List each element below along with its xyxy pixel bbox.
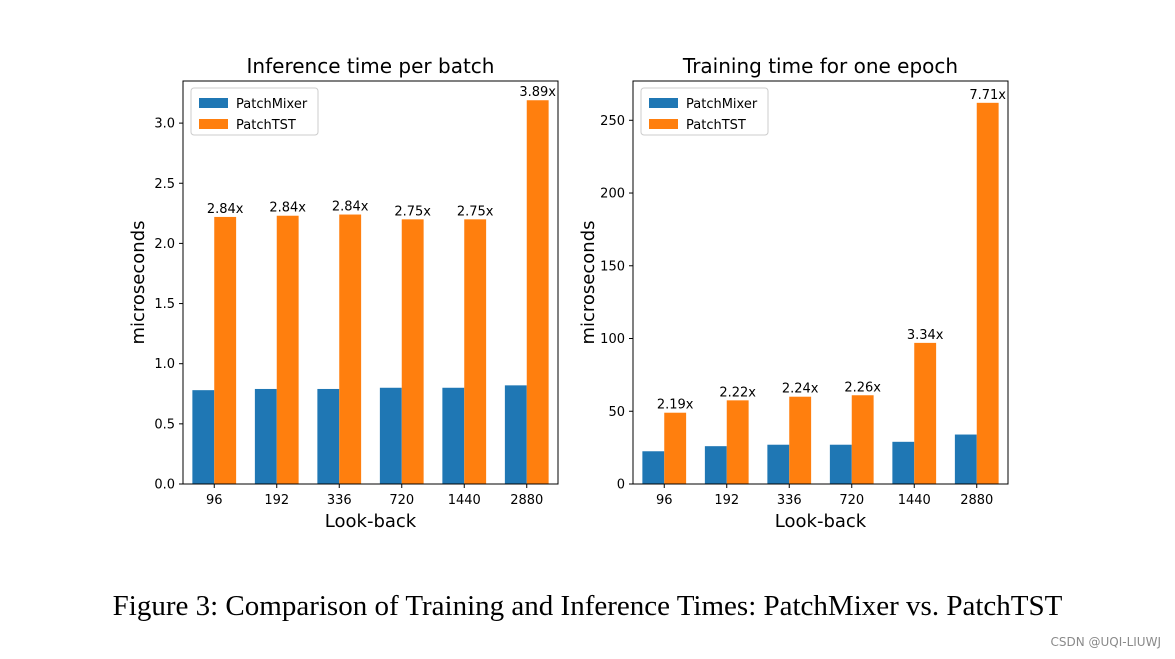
legend-label-patchmixer: PatchMixer xyxy=(236,97,308,112)
bar-patchmixer-96 xyxy=(642,451,665,484)
bar-patchtst-96 xyxy=(664,412,687,484)
bar-patchtst-192 xyxy=(726,400,749,484)
bar-annotation: 2.75x xyxy=(457,204,494,219)
y-tick-label: 250 xyxy=(600,114,625,129)
bar-patchmixer-336 xyxy=(317,388,340,484)
bar-annotation: 2.22x xyxy=(719,385,756,400)
bar-patchmixer-2880 xyxy=(504,385,527,484)
bar-patchtst-2880 xyxy=(976,102,999,484)
bar-annotation: 2.84x xyxy=(332,200,369,215)
y-tick-label: 3.0 xyxy=(154,117,175,132)
bar-patchmixer-192 xyxy=(254,388,277,484)
bar-annotation: 2.75x xyxy=(394,204,431,219)
chart-title: Training time for one epoch xyxy=(682,54,958,78)
watermark: CSDN @UQI-LIUWJ xyxy=(1050,635,1161,649)
x-tick-label: 720 xyxy=(389,493,414,508)
bar-patchmixer-720 xyxy=(379,387,402,484)
bar-patchtst-192 xyxy=(276,215,299,485)
bar-annotation: 2.19x xyxy=(657,398,694,413)
bar-patchmixer-96 xyxy=(192,390,215,484)
chart-title: Inference time per batch xyxy=(247,54,495,78)
x-tick-label: 720 xyxy=(839,493,864,508)
y-tick-label: 0.5 xyxy=(154,417,175,432)
bar-annotation: 2.84x xyxy=(269,201,306,216)
x-tick-label: 2880 xyxy=(960,493,993,508)
bar-patchtst-720 xyxy=(401,219,424,485)
chart-1: 2.84x 2.84x 2.84x 2.75x 2.75x 3.89x 0.0 0.5 1.0 1… xyxy=(128,54,559,532)
bar-patchmixer-1440 xyxy=(892,441,915,484)
bar-patchtst-336 xyxy=(339,214,362,484)
legend-swatch-patchtst xyxy=(199,119,228,129)
x-tick-label: 2880 xyxy=(510,493,543,508)
y-tick-label: 0.0 xyxy=(154,478,175,493)
legend-label-patchtst: PatchTST xyxy=(686,118,746,133)
figure-caption: Figure 3: Comparison of Training and Inf… xyxy=(112,590,1063,622)
bar-patchmixer-192 xyxy=(704,446,727,484)
x-tick-label: 192 xyxy=(714,493,739,508)
legend-label-patchmixer: PatchMixer xyxy=(686,97,758,112)
x-tick-label: 96 xyxy=(656,493,673,508)
bar-patchtst-336 xyxy=(789,396,812,484)
y-tick-label: 1.5 xyxy=(154,297,175,312)
y-axis-label: microseconds xyxy=(128,220,149,344)
legend-swatch-patchmixer xyxy=(199,98,228,108)
x-tick-label: 1440 xyxy=(898,493,931,508)
y-tick-label: 0 xyxy=(617,478,625,493)
plot-frame xyxy=(632,80,1009,485)
bar-patchtst-96 xyxy=(214,216,237,484)
chart-2: 2.19x 2.22x 2.24x 2.26x 3.34x 7.71x 0 50 100 150 2… xyxy=(578,54,1009,532)
x-tick-label: 1440 xyxy=(448,493,481,508)
y-tick-label: 50 xyxy=(608,405,625,420)
x-tick-label: 192 xyxy=(264,493,289,508)
bar-patchmixer-720 xyxy=(829,444,852,484)
bar-patchtst-1440 xyxy=(914,342,937,484)
bar-annotation: 2.24x xyxy=(782,382,819,397)
x-tick-label: 336 xyxy=(777,493,802,508)
bar-annotation: 3.89x xyxy=(519,85,556,100)
y-tick-label: 2.5 xyxy=(154,177,175,192)
bar-annotation: 2.26x xyxy=(844,380,881,395)
legend-swatch-patchtst xyxy=(649,119,678,129)
plot-frame xyxy=(182,80,559,485)
x-axis-label: Look-back xyxy=(775,511,867,532)
y-axis-label: microseconds xyxy=(578,220,599,344)
legend-swatch-patchmixer xyxy=(649,98,678,108)
bar-patchtst-2880 xyxy=(526,100,549,484)
bar-annotation: 3.34x xyxy=(907,328,944,343)
bar-patchmixer-2880 xyxy=(954,434,977,484)
bar-annotation: 7.71x xyxy=(969,88,1006,103)
charts-figure: 2.84x 2.84x 2.84x 2.75x 2.75x 3.89x 0.0 0.5 1.0 1… xyxy=(128,54,1009,532)
y-tick-label: 200 xyxy=(600,187,625,202)
bar-patchtst-720 xyxy=(851,395,874,484)
y-tick-label: 2.0 xyxy=(154,237,175,252)
bar-patchmixer-1440 xyxy=(442,387,465,484)
x-tick-label: 336 xyxy=(327,493,352,508)
bar-patchmixer-336 xyxy=(767,444,790,484)
bar-patchtst-1440 xyxy=(464,219,487,485)
y-tick-label: 150 xyxy=(600,259,625,274)
y-tick-label: 100 xyxy=(600,332,625,347)
legend-label-patchtst: PatchTST xyxy=(236,118,296,133)
bar-annotation: 2.84x xyxy=(207,202,244,217)
x-axis-label: Look-back xyxy=(325,511,417,532)
y-tick-label: 1.0 xyxy=(154,357,175,372)
x-tick-label: 96 xyxy=(206,493,223,508)
